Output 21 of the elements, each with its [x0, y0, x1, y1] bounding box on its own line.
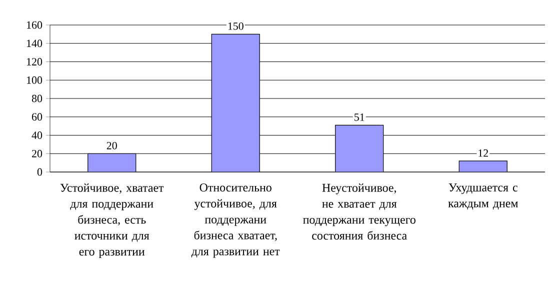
bar	[458, 160, 508, 172]
y-tick-label: 40	[32, 132, 42, 139]
x-tick-label: Относительно устойчивое, для поддержани бизнеса хватает, для развитии нет	[191, 184, 280, 258]
x-tick-label: Ухудшается с каждым днем	[448, 184, 518, 210]
x-tick-label: Неустойчивое, не хватает для поддержани текущего состояния бизнеса	[303, 184, 416, 240]
y-tick-label: 0	[37, 168, 42, 176]
bar	[88, 153, 136, 172]
y-tick-label: 80	[32, 94, 42, 102]
y-tick-label: 140	[27, 40, 42, 48]
y-tick-label: 160	[27, 21, 42, 29]
y-tick-label: 60	[32, 113, 42, 121]
bar	[211, 34, 260, 172]
data-label: 51	[354, 114, 364, 121]
y-tick-label: 100	[27, 76, 42, 84]
y-tick-label: 120	[27, 58, 42, 66]
y-tick-label: 20	[32, 150, 42, 158]
data-label: 20	[106, 142, 117, 150]
x-tick-label: Устойчивое, хватает для поддержани бизнеса, есть источники для его развитии	[60, 184, 164, 258]
data-label: 150	[228, 22, 244, 30]
bar	[335, 124, 384, 172]
data-label: 12	[478, 149, 488, 157]
